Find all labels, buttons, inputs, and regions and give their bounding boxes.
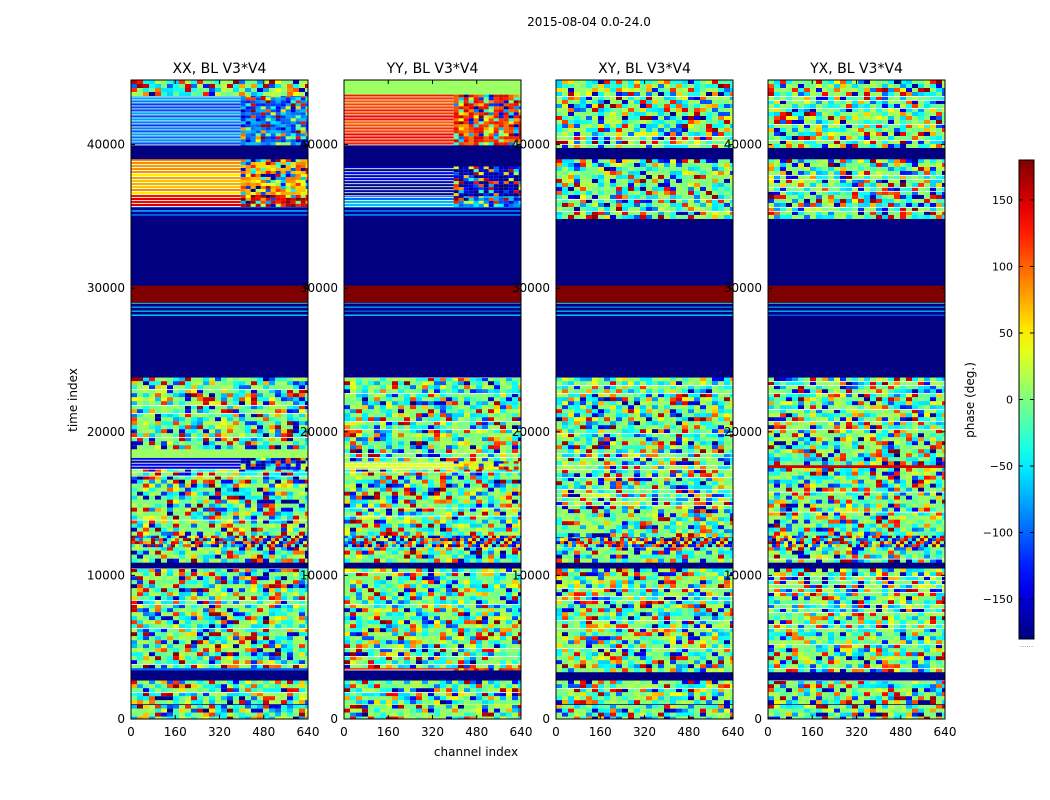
colorbar-tick-label: −100 [983, 527, 1013, 540]
y-tick-label: 10000 [724, 568, 762, 582]
x-tick-label: 320 [208, 725, 231, 739]
x-axis-label: channel index [434, 745, 518, 759]
colorbar-label: phase (deg.) [963, 362, 977, 438]
y-tick-label: 0 [330, 712, 338, 726]
x-tick-label: 320 [633, 725, 656, 739]
y-tick-label: 20000 [512, 425, 550, 439]
y-tick-label: 10000 [512, 568, 550, 582]
x-tick-label: 0 [764, 725, 772, 739]
panel-2: XY, BL V3*V4 0 160 320 480 640 0 10000 20000 3000… [512, 61, 745, 739]
y-axis-label: time index [66, 368, 80, 432]
phase-band [768, 463, 945, 469]
x-tick-label: 640 [297, 725, 320, 739]
phase-band [556, 144, 733, 160]
x-tick-label: 160 [801, 725, 824, 739]
y-tick-label: 40000 [87, 138, 125, 152]
phase-band [344, 144, 521, 167]
panel-heatmap [344, 80, 521, 719]
phase-band [556, 216, 733, 286]
phase-band [768, 316, 945, 378]
phase-band [131, 302, 308, 318]
x-tick-label: 160 [377, 725, 400, 739]
y-tick-label: 10000 [87, 568, 125, 582]
phase-band [131, 285, 308, 303]
y-tick-label: 10000 [300, 568, 338, 582]
colorbar: −150 −100 −50 0 50 100 150 phase (deg.)...... [963, 159, 1035, 649]
phase-band [131, 316, 308, 375]
y-tick-label: 20000 [87, 425, 125, 439]
y-tick-label: 30000 [300, 281, 338, 295]
y-tick-label: 40000 [300, 138, 338, 152]
phase-band [344, 302, 521, 318]
x-tick-label: 480 [465, 725, 488, 739]
x-tick-label: 640 [722, 725, 745, 739]
phase-band [131, 374, 308, 378]
phase-band [768, 216, 945, 286]
phase-band [344, 216, 521, 286]
colorbar-footer: ...... [1020, 641, 1033, 649]
colorbar-tick-label: 50 [999, 327, 1013, 340]
phase-band [556, 562, 733, 569]
phase-band [131, 562, 308, 569]
panels-group: XX, BL V3*V4 0 160 320 480 640 0 10000 20000 3000… [87, 61, 957, 739]
colorbar-tick-label: −50 [990, 460, 1013, 473]
panel-heatmap [556, 80, 733, 719]
x-tick-label: 160 [164, 725, 187, 739]
x-tick-label: 160 [589, 725, 612, 739]
phase-band [344, 316, 521, 378]
panel-title: YY, BL V3*V4 [386, 61, 479, 77]
panel-title: XX, BL V3*V4 [173, 61, 267, 77]
panel-0: XX, BL V3*V4 0 160 320 480 640 0 10000 20000 3000… [87, 61, 320, 739]
phase-band [768, 562, 945, 569]
colorbar-tick-label: 0 [1006, 394, 1013, 407]
phase-band [344, 562, 521, 569]
y-tick-label: 0 [754, 712, 762, 726]
y-tick-label: 30000 [512, 281, 550, 295]
phase-band [131, 670, 308, 681]
x-tick-label: 0 [127, 725, 135, 739]
panel-title: XY, BL V3*V4 [598, 61, 691, 77]
phase-band [768, 670, 945, 681]
phase-band [344, 285, 521, 303]
panel-1: YY, BL V3*V4 0 160 320 480 640 0 10000 20000 3000… [300, 61, 533, 739]
x-tick-label: 0 [340, 725, 348, 739]
y-tick-label: 20000 [300, 425, 338, 439]
panel-3: YX, BL V3*V4 0 160 320 480 640 0 10000 20000 3000… [724, 61, 957, 739]
y-tick-label: 20000 [724, 425, 762, 439]
y-tick-label: 0 [542, 712, 550, 726]
phase-band [768, 144, 945, 160]
panel-heatmap [768, 80, 945, 719]
phase-band [556, 285, 733, 303]
x-tick-label: 320 [845, 725, 868, 739]
colorbar-tick-label: 100 [992, 260, 1013, 273]
x-tick-label: 0 [552, 725, 560, 739]
y-tick-label: 40000 [724, 138, 762, 152]
y-tick-label: 30000 [87, 281, 125, 295]
phase-band [556, 670, 733, 681]
panel-heatmap [131, 80, 308, 719]
x-tick-label: 480 [252, 725, 275, 739]
x-tick-label: 640 [934, 725, 957, 739]
x-tick-label: 320 [421, 725, 444, 739]
phase-band [556, 302, 733, 318]
phase-band [344, 670, 521, 681]
x-tick-label: 480 [677, 725, 700, 739]
phase-band [768, 302, 945, 318]
y-tick-label: 40000 [512, 138, 550, 152]
phase-band [556, 316, 733, 378]
colorbar-tick-label: 150 [992, 194, 1013, 207]
colorbar-tick-label: −150 [983, 593, 1013, 606]
y-tick-label: 30000 [724, 281, 762, 295]
y-tick-label: 0 [117, 712, 125, 726]
phase-band [768, 285, 945, 303]
x-tick-label: 640 [510, 725, 533, 739]
phase-band [131, 446, 308, 458]
figure-suptitle: 2015-08-04 0.0-24.0 [527, 15, 651, 29]
phase-band [131, 144, 308, 160]
x-tick-label: 480 [889, 725, 912, 739]
panel-title: YX, BL V3*V4 [809, 61, 903, 77]
phase-band [131, 216, 308, 286]
